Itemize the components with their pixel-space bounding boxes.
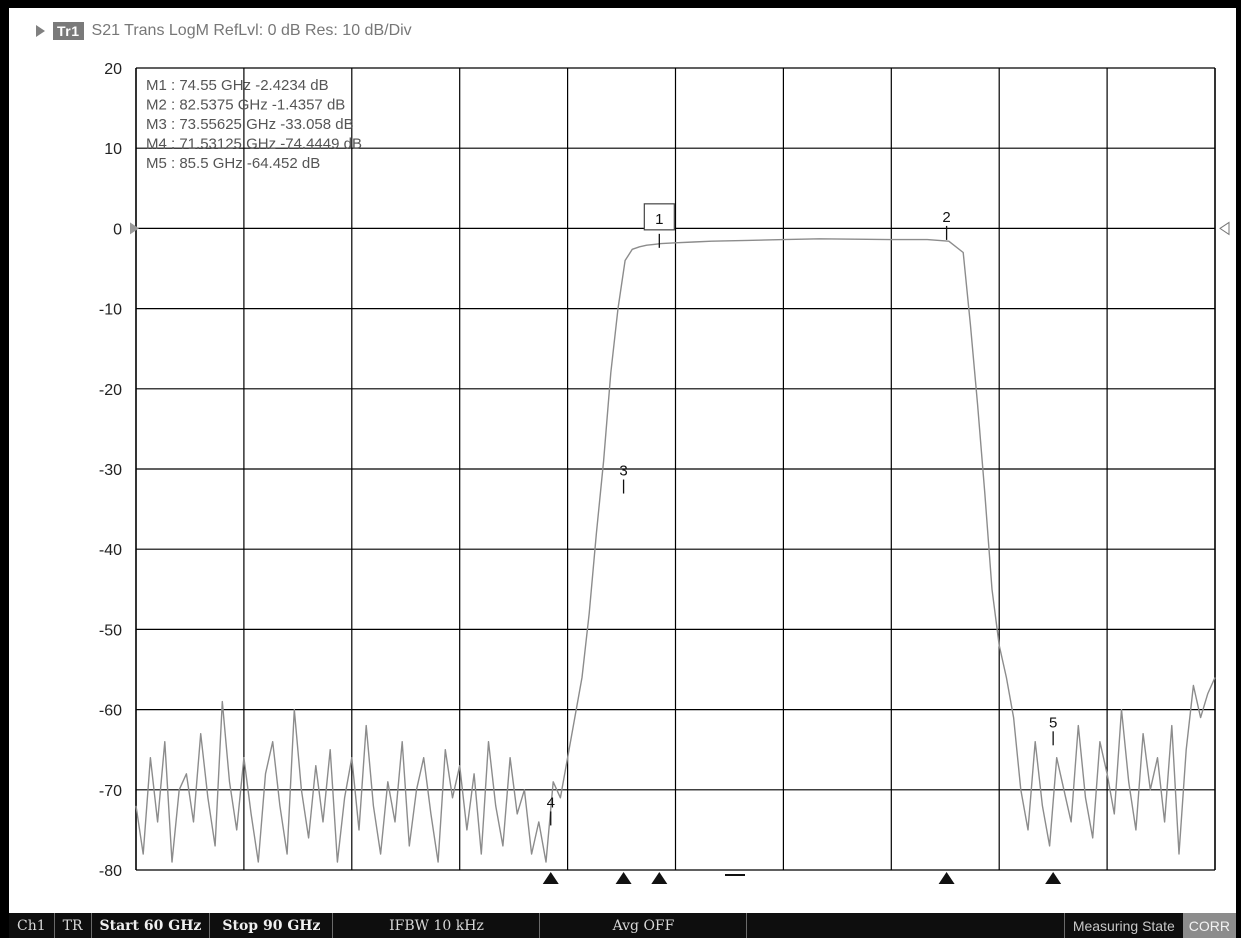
- marker-readout-row[interactable]: M1 : 74.55 GHz -2.4234 dB: [146, 77, 329, 94]
- trace-badge[interactable]: Tr1: [53, 22, 84, 40]
- marker-readout-row[interactable]: M4 : 71.53125 GHz -74.4449 dB: [146, 136, 362, 153]
- marker-label[interactable]: 5: [1049, 714, 1057, 731]
- marker-label[interactable]: 3: [619, 463, 627, 480]
- status-stop-frequency[interactable]: Stop 90 GHz: [210, 913, 334, 938]
- trace-header[interactable]: Tr1 S21 Trans LogM RefLvl: 0 dB Res: 10 …: [36, 18, 412, 44]
- status-averaging[interactable]: Avg OFF: [540, 913, 748, 938]
- y-tick-label: -40: [99, 542, 122, 559]
- trace-plot[interactable]: 20 10 0 -10 -20 -30 -40 -50 -60 -70 -80 1 2 3 4 5 M1 : 7…: [0, 0, 1241, 912]
- y-tick-label: -20: [99, 382, 122, 399]
- marker-readout-row[interactable]: M2 : 82.5375 GHz -1.4357 dB: [146, 97, 345, 114]
- marker-label[interactable]: 2: [942, 209, 950, 226]
- y-tick-label: -10: [99, 302, 122, 319]
- y-tick-label: -60: [99, 703, 122, 720]
- marker-position-triangle-icon[interactable]: [615, 872, 632, 884]
- status-bar: Ch1 TR Start 60 GHz Stop 90 GHz IFBW 10 …: [9, 913, 1236, 938]
- y-tick-label: 0: [113, 221, 122, 238]
- y-tick-label: 20: [104, 61, 122, 78]
- marker-position-triangle-icon[interactable]: [651, 872, 668, 884]
- ref-level-arrow-right-icon[interactable]: [1219, 221, 1230, 236]
- marker-position-triangle-icon[interactable]: [542, 872, 559, 884]
- trace-play-icon[interactable]: [36, 25, 45, 37]
- y-tick-label: -80: [99, 863, 122, 880]
- y-tick-label: -30: [99, 462, 122, 479]
- status-spacer: [747, 913, 1065, 938]
- marker-readout-row[interactable]: M5 : 85.5 GHz -64.452 dB: [146, 155, 320, 172]
- left-frame-border: [0, 0, 9, 938]
- marker-active-box: [643, 203, 675, 231]
- trace-title: S21 Trans LogM RefLvl: 0 dB Res: 10 dB/D…: [91, 22, 412, 39]
- status-start-frequency[interactable]: Start 60 GHz: [92, 913, 211, 938]
- status-correction-badge[interactable]: CORR: [1182, 913, 1236, 938]
- marker-readout-row[interactable]: M3 : 73.55625 GHz -33.058 dB: [146, 116, 354, 133]
- y-tick-label: 10: [104, 141, 122, 158]
- status-ifbw[interactable]: IFBW 10 kHz: [333, 913, 541, 938]
- marker-label[interactable]: 4: [547, 794, 555, 811]
- marker-table: M1 : 74.55 GHz -2.4234 dB M2 : 82.5375 GH…: [146, 77, 362, 172]
- marker-position-triangle-icon[interactable]: [938, 872, 955, 884]
- status-channel[interactable]: Ch1: [9, 913, 55, 938]
- y-tick-label: -50: [99, 622, 122, 639]
- y-tick-label: -70: [99, 783, 122, 800]
- status-measuring-state: Measuring State: [1072, 917, 1175, 934]
- trace-line[interactable]: [135, 238, 1216, 863]
- marker-position-triangle-icon[interactable]: [1045, 872, 1062, 884]
- top-frame-border: [0, 0, 1241, 8]
- ref-level-arrow-left-icon[interactable]: [130, 222, 139, 235]
- right-frame-border: [1236, 0, 1241, 938]
- status-mode[interactable]: TR: [55, 913, 92, 938]
- marker-label[interactable]: 1: [655, 211, 663, 228]
